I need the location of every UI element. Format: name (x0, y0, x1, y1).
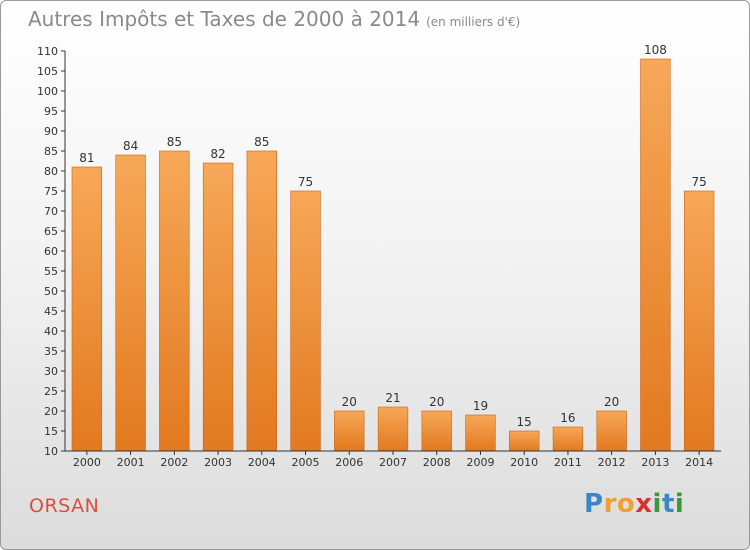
x-tick-label: 2012 (598, 456, 626, 469)
x-tick-label: 2003 (204, 456, 232, 469)
y-tick-label: 80 (44, 165, 58, 178)
x-tick-label: 2006 (335, 456, 363, 469)
bar-value-label: 75 (298, 175, 313, 189)
y-tick-label: 105 (37, 65, 58, 78)
bar (596, 410, 627, 452)
y-tick-label: 25 (44, 385, 58, 398)
y-tick-label: 85 (44, 145, 58, 158)
proxiti-logo[interactable]: Proxiti (584, 489, 684, 519)
x-tick-label: 2007 (379, 456, 407, 469)
bar-value-label: 84 (123, 139, 138, 153)
bar-value-label: 85 (254, 135, 269, 149)
bar-value-label: 20 (429, 395, 444, 409)
y-tick-label: 35 (44, 345, 58, 358)
y-tick-label: 100 (37, 85, 58, 98)
bar (421, 410, 452, 452)
chart-title: Autres Impôts et Taxes de 2000 à 2014 (en… (28, 7, 520, 31)
y-tick-label: 45 (44, 305, 58, 318)
x-tick-label: 2009 (466, 456, 494, 469)
bar (71, 166, 103, 452)
y-tick-label: 20 (44, 405, 58, 418)
y-tick-label: 10 (44, 445, 58, 458)
x-tick-label: 2005 (292, 456, 320, 469)
bar (246, 150, 277, 452)
y-tick-label: 75 (44, 185, 58, 198)
x-tick-label: 2002 (160, 456, 188, 469)
y-tick-label: 15 (44, 425, 58, 438)
logo-letter: o (616, 489, 636, 519)
bar-value-label: 82 (210, 147, 225, 161)
bar (202, 162, 234, 452)
bar-value-label: 108 (644, 43, 667, 57)
logo-letter: x (635, 489, 653, 519)
y-tick-label: 50 (44, 285, 58, 298)
y-tick-label: 95 (44, 105, 58, 118)
bar (552, 426, 584, 452)
x-tick-label: 2013 (641, 456, 669, 469)
y-tick-label: 55 (44, 265, 58, 278)
x-tick-label: 2000 (73, 456, 101, 469)
town-name: ORSAN (29, 495, 100, 517)
x-tick-label: 2004 (248, 456, 276, 469)
y-tick-label: 90 (44, 125, 58, 138)
bar-value-label: 85 (167, 135, 182, 149)
logo-letter: t (661, 489, 675, 519)
bar-value-label: 75 (691, 175, 706, 189)
bar-value-label: 20 (342, 395, 357, 409)
bar (465, 414, 496, 452)
bar-value-label: 20 (604, 395, 619, 409)
x-tick-label: 2014 (685, 456, 713, 469)
bar-value-label: 19 (473, 399, 488, 413)
bar (115, 154, 146, 452)
bar-value-label: 81 (79, 151, 94, 165)
chart-title-text: Autres Impôts et Taxes de 2000 à 2014 (28, 7, 421, 31)
y-tick-label: 65 (44, 225, 58, 238)
logo-letter: i (674, 489, 685, 519)
y-tick-label: 30 (44, 365, 58, 378)
x-tick-label: 2011 (554, 456, 582, 469)
bar (509, 430, 540, 452)
bar-value-label: 15 (517, 415, 532, 429)
bar (377, 406, 409, 452)
logo-letter: r (603, 489, 617, 519)
bar (290, 190, 321, 452)
bar (159, 150, 190, 452)
bar-value-label: 21 (385, 391, 400, 405)
x-tick-label: 2008 (423, 456, 451, 469)
x-tick-label: 2010 (510, 456, 538, 469)
bar-value-label: 16 (560, 411, 575, 425)
logo-letter: P (584, 489, 604, 519)
logo-letter: i (652, 489, 662, 519)
bar (683, 190, 715, 452)
y-tick-label: 110 (37, 45, 58, 58)
chart-subtitle: (en milliers d'€) (426, 15, 521, 29)
bar (334, 410, 365, 452)
y-tick-label: 70 (44, 205, 58, 218)
y-tick-label: 40 (44, 325, 58, 338)
y-tick-label: 60 (44, 245, 58, 258)
x-tick-label: 2001 (117, 456, 145, 469)
bar (640, 58, 671, 452)
